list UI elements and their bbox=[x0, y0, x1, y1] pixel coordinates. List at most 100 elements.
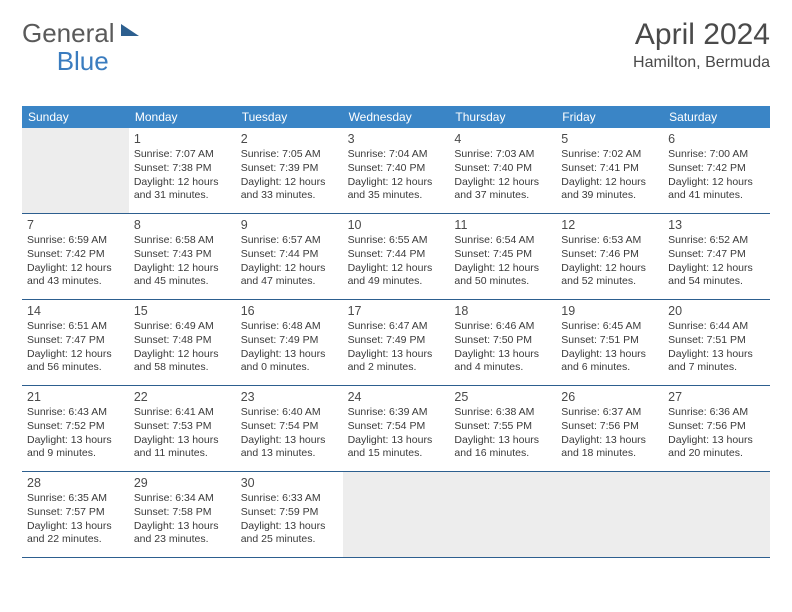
day-detail: Sunrise: 6:39 AM Sunset: 7:54 PM Dayligh… bbox=[348, 406, 445, 461]
weekday-header: Thursday bbox=[449, 106, 556, 128]
day-number: 28 bbox=[27, 475, 124, 491]
calendar-cell: 28Sunrise: 6:35 AM Sunset: 7:57 PM Dayli… bbox=[22, 472, 129, 558]
logo: General bbox=[22, 18, 143, 49]
day-number: 20 bbox=[668, 303, 765, 319]
calendar-cell: 6Sunrise: 7:00 AM Sunset: 7:42 PM Daylig… bbox=[663, 128, 770, 214]
day-detail: Sunrise: 6:38 AM Sunset: 7:55 PM Dayligh… bbox=[454, 406, 551, 461]
calendar-cell: 24Sunrise: 6:39 AM Sunset: 7:54 PM Dayli… bbox=[343, 386, 450, 472]
day-number: 16 bbox=[241, 303, 338, 319]
calendar-cell: 26Sunrise: 6:37 AM Sunset: 7:56 PM Dayli… bbox=[556, 386, 663, 472]
day-detail: Sunrise: 7:03 AM Sunset: 7:40 PM Dayligh… bbox=[454, 148, 551, 203]
calendar-cell bbox=[22, 128, 129, 214]
calendar-grid: 1Sunrise: 7:07 AM Sunset: 7:38 PM Daylig… bbox=[22, 128, 770, 558]
calendar: Sunday Monday Tuesday Wednesday Thursday… bbox=[0, 106, 792, 558]
day-number: 26 bbox=[561, 389, 658, 405]
calendar-cell: 7Sunrise: 6:59 AM Sunset: 7:42 PM Daylig… bbox=[22, 214, 129, 300]
calendar-cell: 17Sunrise: 6:47 AM Sunset: 7:49 PM Dayli… bbox=[343, 300, 450, 386]
calendar-cell: 16Sunrise: 6:48 AM Sunset: 7:49 PM Dayli… bbox=[236, 300, 343, 386]
calendar-cell bbox=[663, 472, 770, 558]
calendar-cell bbox=[343, 472, 450, 558]
day-number: 14 bbox=[27, 303, 124, 319]
calendar-cell: 10Sunrise: 6:55 AM Sunset: 7:44 PM Dayli… bbox=[343, 214, 450, 300]
day-detail: Sunrise: 6:48 AM Sunset: 7:49 PM Dayligh… bbox=[241, 320, 338, 375]
day-detail: Sunrise: 6:52 AM Sunset: 7:47 PM Dayligh… bbox=[668, 234, 765, 289]
day-number: 10 bbox=[348, 217, 445, 233]
day-detail: Sunrise: 6:53 AM Sunset: 7:46 PM Dayligh… bbox=[561, 234, 658, 289]
weekday-header-row: Sunday Monday Tuesday Wednesday Thursday… bbox=[22, 106, 770, 128]
day-number: 7 bbox=[27, 217, 124, 233]
weekday-header: Saturday bbox=[663, 106, 770, 128]
day-detail: Sunrise: 6:59 AM Sunset: 7:42 PM Dayligh… bbox=[27, 234, 124, 289]
calendar-cell: 8Sunrise: 6:58 AM Sunset: 7:43 PM Daylig… bbox=[129, 214, 236, 300]
calendar-cell: 11Sunrise: 6:54 AM Sunset: 7:45 PM Dayli… bbox=[449, 214, 556, 300]
day-number: 4 bbox=[454, 131, 551, 147]
day-number: 8 bbox=[134, 217, 231, 233]
day-detail: Sunrise: 6:54 AM Sunset: 7:45 PM Dayligh… bbox=[454, 234, 551, 289]
calendar-cell: 23Sunrise: 6:40 AM Sunset: 7:54 PM Dayli… bbox=[236, 386, 343, 472]
calendar-cell bbox=[449, 472, 556, 558]
day-number: 27 bbox=[668, 389, 765, 405]
day-number: 11 bbox=[454, 217, 551, 233]
header: General April 2024 Hamilton, Bermuda bbox=[0, 0, 792, 80]
day-detail: Sunrise: 6:55 AM Sunset: 7:44 PM Dayligh… bbox=[348, 234, 445, 289]
day-detail: Sunrise: 6:47 AM Sunset: 7:49 PM Dayligh… bbox=[348, 320, 445, 375]
calendar-cell: 9Sunrise: 6:57 AM Sunset: 7:44 PM Daylig… bbox=[236, 214, 343, 300]
weekday-header: Wednesday bbox=[343, 106, 450, 128]
day-number: 5 bbox=[561, 131, 658, 147]
day-detail: Sunrise: 6:34 AM Sunset: 7:58 PM Dayligh… bbox=[134, 492, 231, 547]
calendar-cell: 19Sunrise: 6:45 AM Sunset: 7:51 PM Dayli… bbox=[556, 300, 663, 386]
day-number: 1 bbox=[134, 131, 231, 147]
calendar-cell: 14Sunrise: 6:51 AM Sunset: 7:47 PM Dayli… bbox=[22, 300, 129, 386]
day-number: 23 bbox=[241, 389, 338, 405]
day-detail: Sunrise: 7:02 AM Sunset: 7:41 PM Dayligh… bbox=[561, 148, 658, 203]
month-title: April 2024 bbox=[633, 18, 770, 52]
day-detail: Sunrise: 7:05 AM Sunset: 7:39 PM Dayligh… bbox=[241, 148, 338, 203]
calendar-cell: 5Sunrise: 7:02 AM Sunset: 7:41 PM Daylig… bbox=[556, 128, 663, 214]
calendar-cell: 3Sunrise: 7:04 AM Sunset: 7:40 PM Daylig… bbox=[343, 128, 450, 214]
calendar-cell: 21Sunrise: 6:43 AM Sunset: 7:52 PM Dayli… bbox=[22, 386, 129, 472]
day-number: 17 bbox=[348, 303, 445, 319]
day-number: 3 bbox=[348, 131, 445, 147]
day-number: 24 bbox=[348, 389, 445, 405]
weekday-header: Monday bbox=[129, 106, 236, 128]
calendar-cell: 22Sunrise: 6:41 AM Sunset: 7:53 PM Dayli… bbox=[129, 386, 236, 472]
calendar-cell: 30Sunrise: 6:33 AM Sunset: 7:59 PM Dayli… bbox=[236, 472, 343, 558]
logo-blue-row: GeBlue bbox=[22, 46, 109, 77]
day-number: 29 bbox=[134, 475, 231, 491]
weekday-header: Friday bbox=[556, 106, 663, 128]
day-detail: Sunrise: 7:00 AM Sunset: 7:42 PM Dayligh… bbox=[668, 148, 765, 203]
day-detail: Sunrise: 6:36 AM Sunset: 7:56 PM Dayligh… bbox=[668, 406, 765, 461]
day-detail: Sunrise: 6:44 AM Sunset: 7:51 PM Dayligh… bbox=[668, 320, 765, 375]
day-number: 12 bbox=[561, 217, 658, 233]
calendar-cell: 15Sunrise: 6:49 AM Sunset: 7:48 PM Dayli… bbox=[129, 300, 236, 386]
day-detail: Sunrise: 6:46 AM Sunset: 7:50 PM Dayligh… bbox=[454, 320, 551, 375]
calendar-cell: 25Sunrise: 6:38 AM Sunset: 7:55 PM Dayli… bbox=[449, 386, 556, 472]
day-detail: Sunrise: 6:35 AM Sunset: 7:57 PM Dayligh… bbox=[27, 492, 124, 547]
calendar-cell bbox=[556, 472, 663, 558]
day-number: 15 bbox=[134, 303, 231, 319]
calendar-cell: 13Sunrise: 6:52 AM Sunset: 7:47 PM Dayli… bbox=[663, 214, 770, 300]
day-number: 2 bbox=[241, 131, 338, 147]
location: Hamilton, Bermuda bbox=[633, 54, 770, 72]
day-number: 30 bbox=[241, 475, 338, 491]
day-detail: Sunrise: 7:07 AM Sunset: 7:38 PM Dayligh… bbox=[134, 148, 231, 203]
day-detail: Sunrise: 6:37 AM Sunset: 7:56 PM Dayligh… bbox=[561, 406, 658, 461]
day-detail: Sunrise: 6:57 AM Sunset: 7:44 PM Dayligh… bbox=[241, 234, 338, 289]
calendar-cell: 1Sunrise: 7:07 AM Sunset: 7:38 PM Daylig… bbox=[129, 128, 236, 214]
day-detail: Sunrise: 6:58 AM Sunset: 7:43 PM Dayligh… bbox=[134, 234, 231, 289]
calendar-cell: 27Sunrise: 6:36 AM Sunset: 7:56 PM Dayli… bbox=[663, 386, 770, 472]
day-detail: Sunrise: 7:04 AM Sunset: 7:40 PM Dayligh… bbox=[348, 148, 445, 203]
day-detail: Sunrise: 6:51 AM Sunset: 7:47 PM Dayligh… bbox=[27, 320, 124, 375]
calendar-cell: 18Sunrise: 6:46 AM Sunset: 7:50 PM Dayli… bbox=[449, 300, 556, 386]
calendar-cell: 2Sunrise: 7:05 AM Sunset: 7:39 PM Daylig… bbox=[236, 128, 343, 214]
logo-text-general: General bbox=[22, 18, 115, 49]
day-number: 19 bbox=[561, 303, 658, 319]
calendar-cell: 4Sunrise: 7:03 AM Sunset: 7:40 PM Daylig… bbox=[449, 128, 556, 214]
day-number: 21 bbox=[27, 389, 124, 405]
day-detail: Sunrise: 6:49 AM Sunset: 7:48 PM Dayligh… bbox=[134, 320, 231, 375]
day-number: 13 bbox=[668, 217, 765, 233]
logo-text-blue: Blue bbox=[57, 46, 109, 76]
day-number: 6 bbox=[668, 131, 765, 147]
day-detail: Sunrise: 6:41 AM Sunset: 7:53 PM Dayligh… bbox=[134, 406, 231, 461]
day-number: 18 bbox=[454, 303, 551, 319]
